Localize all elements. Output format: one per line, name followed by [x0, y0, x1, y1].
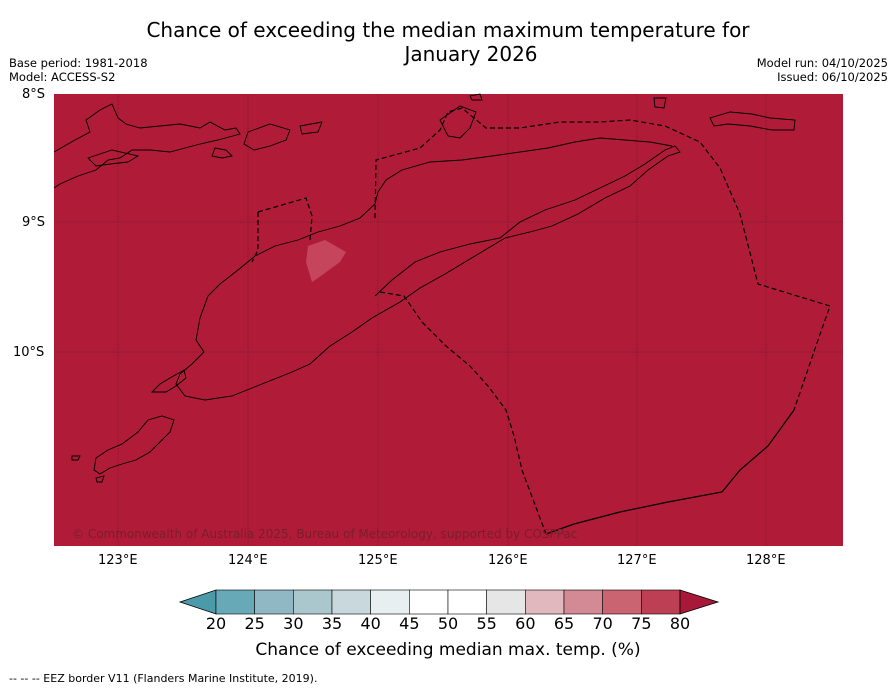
colorbar-bin [525, 589, 565, 615]
colorbar-tick-label: 55 [476, 614, 497, 633]
eez-border [251, 107, 831, 535]
colorbar-bin [486, 589, 526, 615]
lon-tick-124e: 124°E [228, 553, 268, 568]
colorbar-bin [331, 589, 371, 615]
lon-tick-125e: 125°E [358, 553, 398, 568]
colorbar-bin [215, 589, 255, 615]
coastlines [53, 93, 796, 483]
colorbar-tick-label: 60 [515, 614, 536, 633]
colorbar-bin [563, 589, 603, 615]
lat-tick-8s: 8°S [22, 87, 46, 102]
lon-tick-123e: 123°E [98, 553, 138, 568]
colorbar-label: Chance of exceeding median max. temp. (%… [255, 640, 641, 660]
gridlines [54, 94, 843, 546]
eez-border-south [545, 409, 795, 535]
probability-patch [306, 240, 346, 282]
lon-tick-128e: 128°E [746, 553, 786, 568]
title-line-1: Chance of exceeding the median maximum t… [146, 18, 750, 42]
lon-tick-127e: 127°E [617, 553, 657, 568]
model-run-text: Model run: 04/10/2025 [756, 56, 888, 70]
lat-tick-10s: 10°S [13, 345, 45, 360]
colorbar-bin [293, 589, 333, 615]
colorbar-tick-label: 30 [283, 614, 304, 633]
meta-left: Base period: 1981-2018 Model: ACCESS-S2 [9, 56, 148, 84]
colorbar-tick-label: 75 [631, 614, 652, 633]
colorbar-bin [370, 589, 410, 615]
colorbar-under-arrow [178, 589, 217, 615]
title-line-2: January 2026 [404, 42, 538, 66]
colorbar-tick-label: 70 [592, 614, 613, 633]
colorbar-tick-label: 50 [437, 614, 459, 633]
colorbar-tick-label: 35 [321, 614, 343, 633]
lon-tick-126e: 126°E [488, 553, 528, 568]
model-text: Model: ACCESS-S2 [9, 70, 116, 84]
chart-title: Chance of exceeding the median maximum t… [0, 18, 896, 66]
colorbar-bin [447, 589, 487, 615]
colorbar-tick-label: 45 [399, 614, 420, 633]
colorbar-over-arrow [679, 589, 720, 615]
colorbar [178, 589, 720, 615]
colorbar-bin [254, 589, 294, 615]
colorbar-bin [602, 589, 642, 615]
colorbar-tick-label: 25 [244, 614, 265, 633]
eez-legend-footer: -- -- -- EEZ border V11 (Flanders Marine… [9, 672, 318, 685]
map-area [54, 94, 843, 546]
colorbar-tick-label: 40 [360, 614, 381, 633]
issued-text: Issued: 06/10/2025 [777, 70, 888, 84]
colorbar-tick-label: 80 [669, 614, 691, 633]
lat-tick-9s: 9°S [22, 215, 46, 230]
copyright-notice: © Commonwealth of Australia 2025, Bureau… [72, 527, 578, 541]
base-period-text: Base period: 1981-2018 [9, 56, 148, 70]
meta-right: Model run: 04/10/2025 Issued: 06/10/2025 [757, 56, 888, 84]
colorbar-bin [409, 589, 449, 615]
colorbar-tick-label: 20 [205, 614, 227, 633]
colorbar-bin [641, 589, 681, 615]
colorbar-tick-label: 65 [553, 614, 575, 633]
